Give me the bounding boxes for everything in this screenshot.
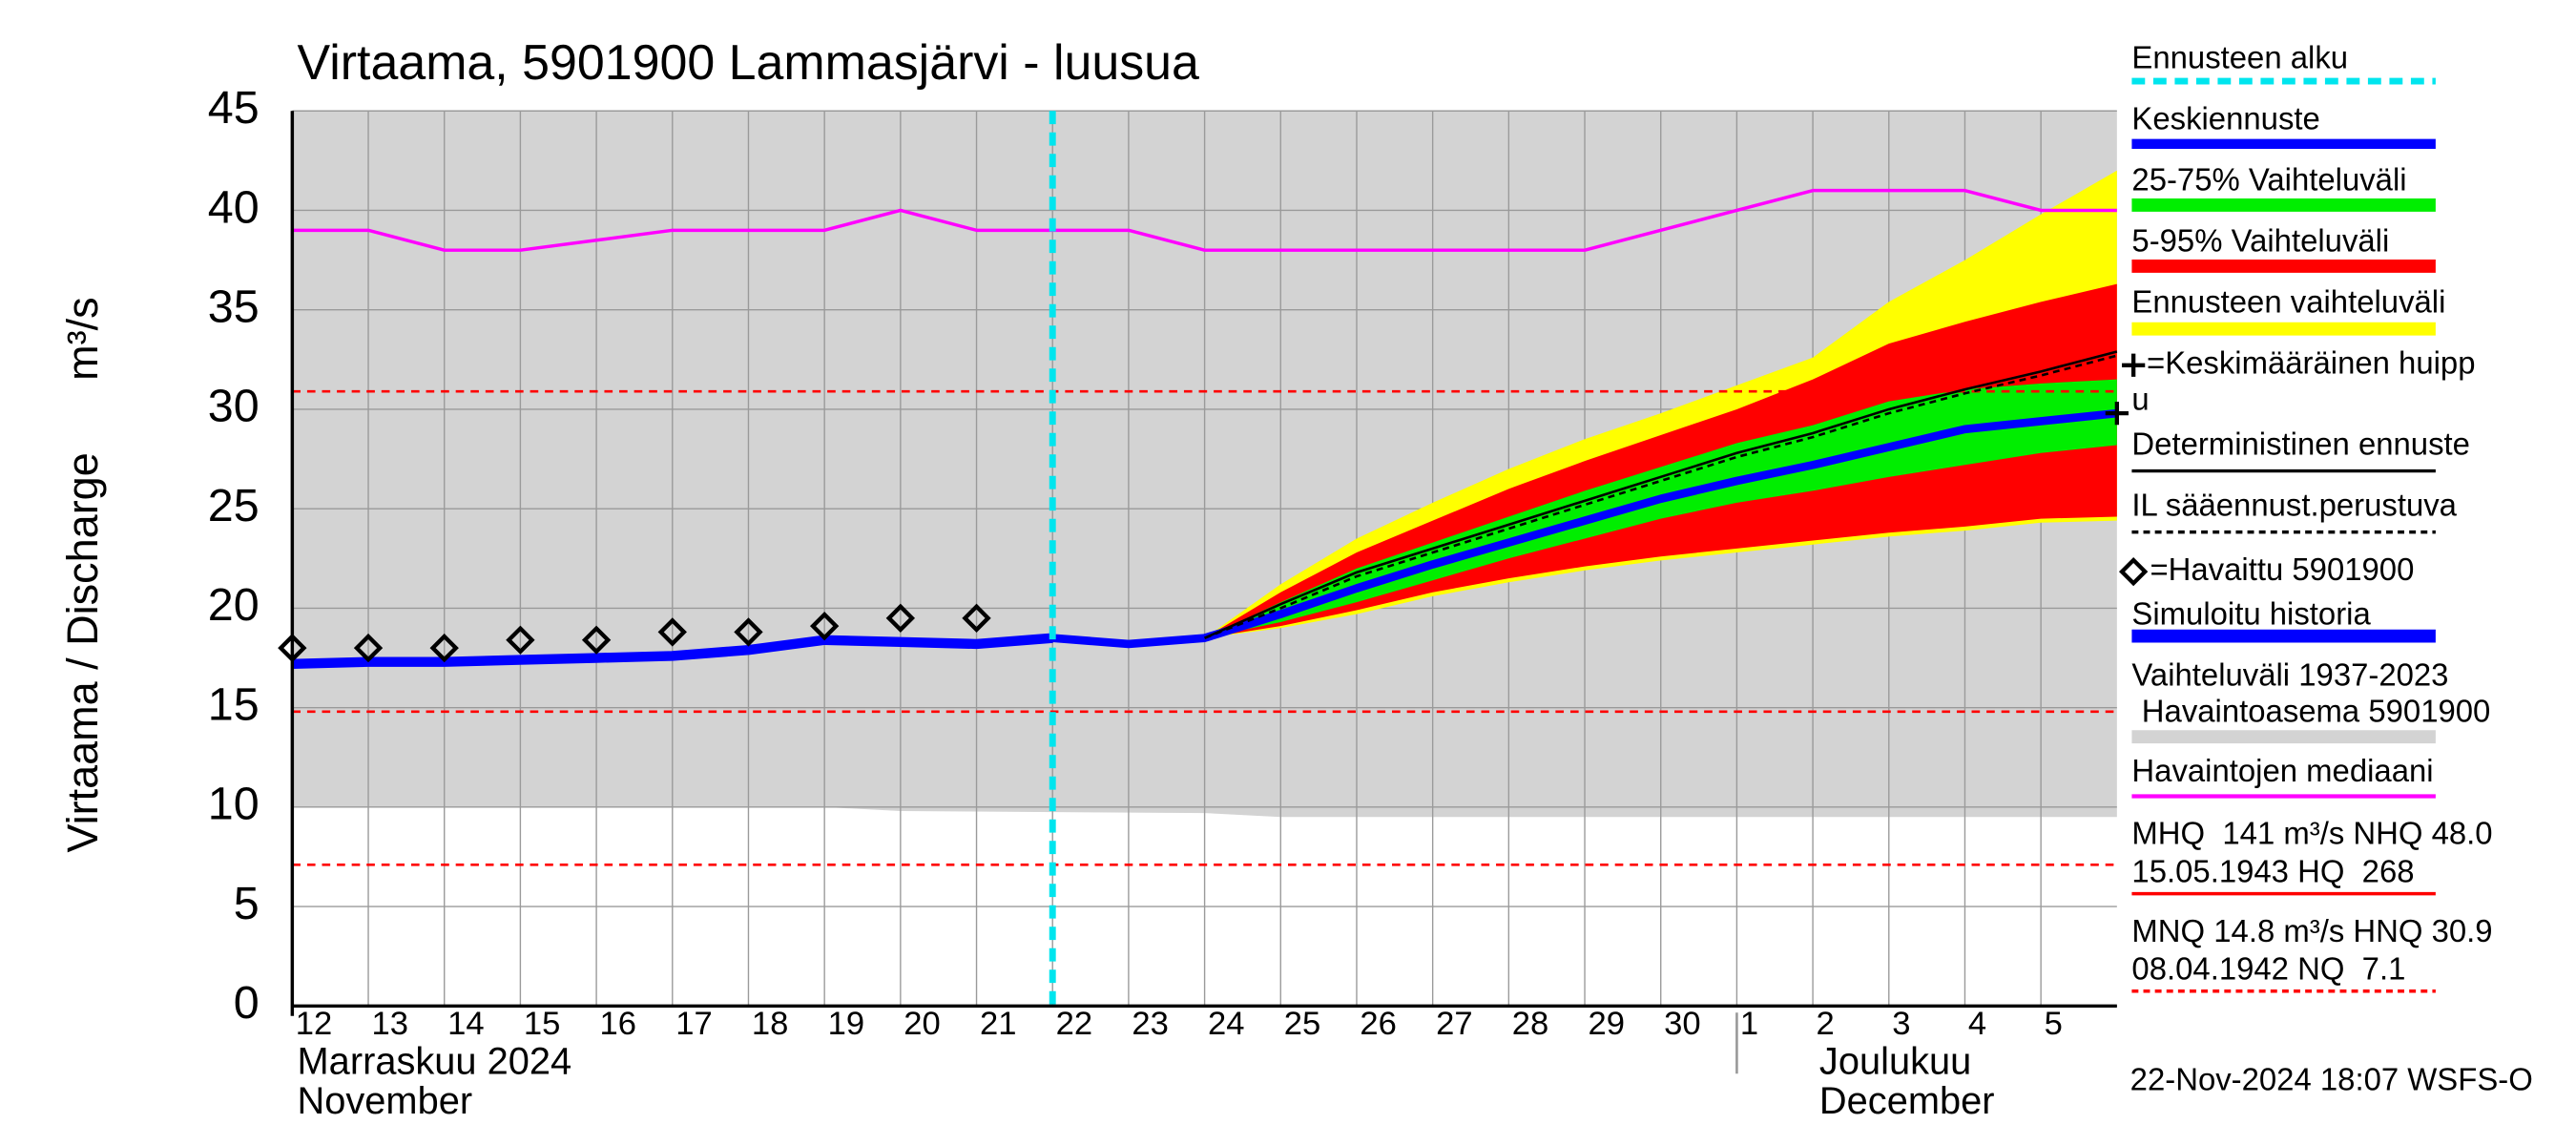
legend-text: Keskiennuste	[2131, 100, 2319, 135]
x-tick-label: 15	[524, 1006, 561, 1042]
x-tick-label: 12	[296, 1006, 333, 1042]
observed-point	[581, 625, 612, 655]
legend-text: MHQ 141 m³/s NHQ 48.0	[2131, 816, 2492, 851]
observed-point	[657, 617, 687, 647]
month-label: November	[298, 1080, 473, 1122]
footer: 22-Nov-2024 18:07 WSFS-O	[2130, 1062, 2533, 1097]
x-tick-label: 19	[828, 1006, 865, 1042]
x-tick-label: 27	[1436, 1006, 1473, 1042]
legend-text: 08.04.1942 NQ 7.1	[2131, 951, 2405, 987]
x-tick-label: 16	[600, 1006, 637, 1042]
x-tick-label: 1	[1740, 1006, 1758, 1042]
month-label: Joulukuu	[1819, 1040, 1971, 1082]
month-label: December	[1819, 1080, 1995, 1122]
legend-text: Vaihteluväli 1937-2023	[2131, 657, 2448, 693]
peak-marker	[2105, 401, 2129, 426]
month-label: Marraskuu 2024	[298, 1040, 572, 1082]
x-tick-label: 2	[1817, 1006, 1835, 1042]
legend-text: =Keskimääräinen huipp	[2147, 344, 2476, 380]
y-tick-label: 30	[208, 381, 260, 432]
legend-text: MNQ 14.8 m³/s HNQ 30.9	[2131, 913, 2492, 948]
legend-text: Ennusteen alku	[2131, 39, 2348, 74]
legend-text: Havaintojen mediaani	[2131, 753, 2433, 788]
x-tick-label: 26	[1360, 1006, 1397, 1042]
legend-text: IL sääennust.perustuva	[2131, 487, 2457, 522]
y-tick-label: 35	[208, 281, 260, 333]
x-tick-label: 4	[1968, 1006, 1986, 1042]
x-tick-label: 3	[1892, 1006, 1910, 1042]
series-line	[1204, 354, 2118, 639]
observed-point	[885, 603, 916, 634]
x-tick-label: 13	[371, 1006, 408, 1042]
x-tick-label: 24	[1208, 1006, 1245, 1042]
x-tick-label: 25	[1284, 1006, 1321, 1042]
legend-text: Havaintoasema 5901900	[2142, 694, 2491, 729]
x-tick-label: 21	[980, 1006, 1017, 1042]
legend-symbol	[2118, 556, 2149, 587]
observed-point	[353, 633, 384, 663]
series-line	[1051, 408, 2118, 649]
y-tick-label: 15	[208, 678, 260, 730]
x-tick-label: 17	[675, 1006, 713, 1042]
legend-text: =Havaittu 5901900	[2150, 552, 2414, 587]
legend-text: Deterministinen ennuste	[2131, 426, 2470, 461]
legend-text: 5-95% Vaihteluväli	[2131, 222, 2389, 258]
x-tick-label: 14	[447, 1006, 485, 1042]
series-line	[292, 188, 2117, 252]
x-tick-label: 5	[2045, 1006, 2063, 1042]
x-tick-label: 29	[1588, 1006, 1625, 1042]
x-tick-label: 18	[752, 1006, 789, 1042]
y-axis-label: Virtaama / Discharge	[58, 452, 107, 852]
x-tick-label: 23	[1132, 1006, 1169, 1042]
series-line	[292, 633, 1053, 669]
y-tick-label: 40	[208, 181, 260, 233]
legend-text: u	[2131, 382, 2149, 417]
legend-text: 25-75% Vaihteluväli	[2131, 161, 2406, 197]
legend-text: 15.05.1943 HQ 268	[2131, 854, 2414, 889]
y-tick-label: 20	[208, 579, 260, 631]
y-tick-label: 0	[234, 977, 260, 1029]
observed-point	[809, 611, 840, 641]
x-tick-label: 22	[1056, 1006, 1093, 1042]
observed-point	[429, 633, 459, 663]
x-tick-label: 20	[904, 1006, 941, 1042]
y-axis-unit: m³/s	[58, 297, 107, 380]
y-tick-label: 45	[208, 82, 260, 134]
y-tick-label: 5	[234, 878, 260, 929]
legend-text: Ennusteen vaihteluväli	[2131, 283, 2445, 319]
series-line	[1204, 350, 2118, 639]
y-tick-label: 10	[208, 779, 260, 830]
chart-title: Virtaama, 5901900 Lammasjärvi - luusua	[298, 35, 1200, 91]
legend-text: Simuloitu historia	[2131, 596, 2371, 632]
legend-symbol	[2122, 353, 2146, 377]
observed-point	[962, 603, 991, 634]
x-tick-label: 28	[1512, 1006, 1549, 1042]
observed-point	[506, 625, 535, 655]
x-tick-label: 30	[1664, 1006, 1701, 1042]
observed-point	[734, 617, 763, 647]
y-tick-label: 25	[208, 480, 260, 531]
